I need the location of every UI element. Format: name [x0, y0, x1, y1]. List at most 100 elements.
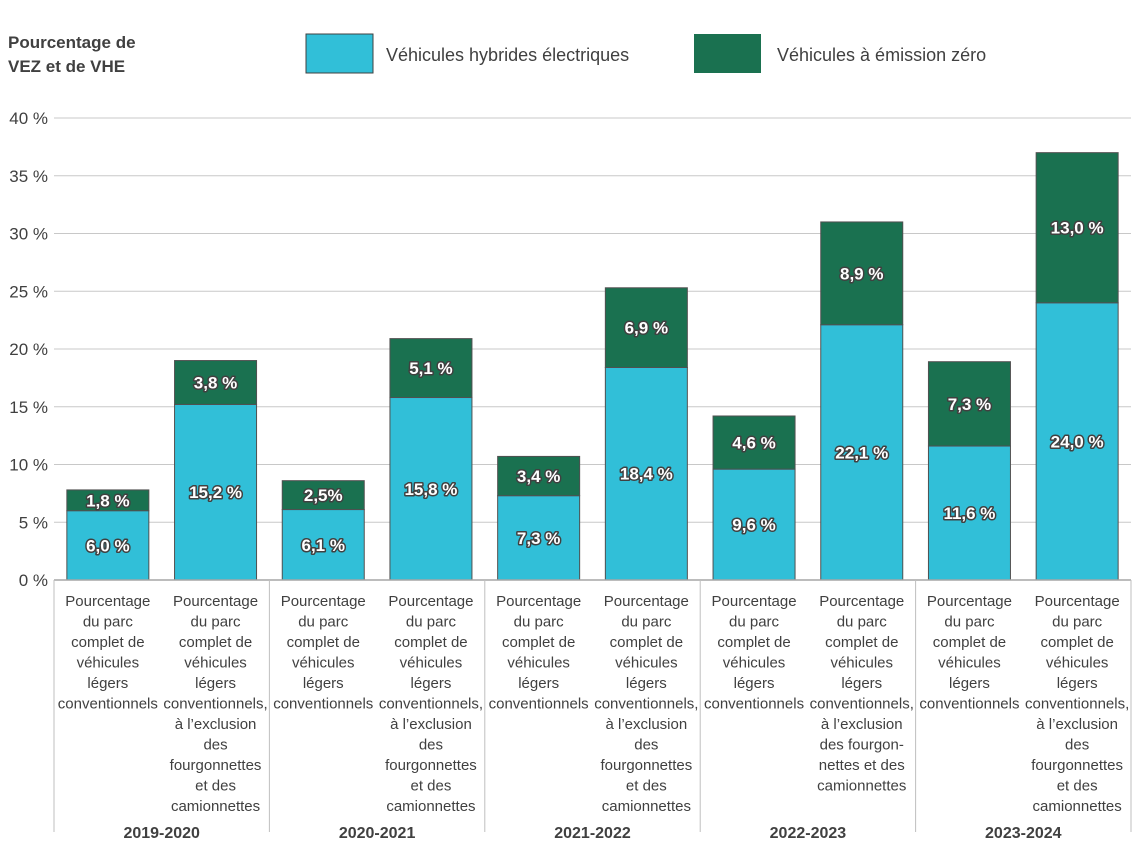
category-label-line: camionnettes: [817, 778, 906, 795]
category-label-line: conventionnels: [273, 696, 373, 713]
category-label-line: Pourcentage: [604, 593, 689, 610]
category-label-line: des: [419, 737, 443, 754]
category-label-line: du parc: [191, 614, 242, 631]
bar-segment: [497, 455, 581, 497]
category-label-line: fourgonnettes: [170, 757, 262, 774]
category-label-line: et des: [195, 778, 236, 795]
category-label-line: du parc: [729, 614, 780, 631]
category-label-line: complet de: [394, 634, 467, 651]
data-label: 8,9 %: [840, 264, 883, 283]
y-axis-title-line: Pourcentage de: [8, 33, 136, 52]
data-label: 6,9 %: [625, 319, 668, 338]
data-label: 15,2 %: [189, 483, 242, 502]
category-label-line: conventionnels,: [810, 696, 914, 713]
y-tick-label: 0 %: [19, 571, 48, 590]
category-label-line: véhicules: [77, 655, 140, 672]
category-label-line: des fourgon-: [820, 737, 904, 754]
category-label-line: du parc: [837, 614, 888, 631]
category-label-line: Pourcentage: [1035, 593, 1120, 610]
bar-segment: [174, 403, 258, 581]
category-label-line: à l’exclusion: [175, 716, 257, 733]
category-label-line: complet de: [933, 634, 1006, 651]
category-label-line: véhicules: [938, 655, 1001, 672]
data-label: 24,0 %: [1051, 432, 1104, 451]
y-tick-label: 20 %: [9, 340, 48, 359]
category-label-line: légers: [1057, 675, 1098, 692]
legend-label: Véhicules à émission zéro: [777, 45, 986, 65]
category-label-line: conventionnels: [704, 696, 804, 713]
category-label-line: du parc: [406, 614, 457, 631]
bar-segment: [389, 338, 473, 399]
data-label: 18,4 %: [620, 465, 673, 484]
data-label: 3,8 %: [194, 373, 237, 392]
category-label-line: conventionnels: [489, 696, 589, 713]
bar-segment: [712, 468, 796, 581]
data-label: 1,8 %: [86, 491, 129, 510]
bar-segment: [66, 510, 150, 581]
category-label-line: à l’exclusion: [1036, 716, 1118, 733]
category-label-line: conventionnels,: [1025, 696, 1129, 713]
data-label: 11,6 %: [943, 504, 995, 523]
bar-segment: [604, 366, 688, 581]
category-label-line: légers: [949, 675, 990, 692]
legend-swatch: [305, 33, 374, 74]
category-label-line: véhicules: [400, 655, 463, 672]
y-tick-label: 15 %: [9, 398, 48, 417]
y-tick-label: 40 %: [9, 109, 48, 128]
y-axis-ticks: 0 % 5 % 10 % 15 % 20 % 25 % 30 % 35 % 40 %: [9, 109, 48, 590]
category-label-line: fourgonnettes: [600, 757, 692, 774]
category-label-line: légers: [87, 675, 128, 692]
bar-segment: [1035, 152, 1119, 304]
category-label-line: véhicules: [830, 655, 893, 672]
category-label-line: du parc: [83, 614, 134, 631]
bar-segment: [281, 480, 365, 511]
category-label-line: Pourcentage: [173, 593, 258, 610]
category-label-line: des: [203, 737, 227, 754]
category-label-line: à l’exclusion: [605, 716, 687, 733]
category-label-line: légers: [411, 675, 452, 692]
data-label: 5,1 %: [409, 359, 452, 378]
category-label-line: complet de: [287, 634, 360, 651]
data-label: 7,3 %: [948, 395, 991, 414]
data-label: 7,3 %: [517, 529, 560, 548]
category-label-line: et des: [1057, 778, 1098, 795]
category-label-line: camionnettes: [171, 798, 260, 815]
category-label-line: conventionnels: [58, 696, 158, 713]
category-label-line: Pourcentage: [496, 593, 581, 610]
data-label: 2,5%: [304, 486, 343, 505]
bar-segment: [497, 495, 581, 581]
category-label-line: conventionnels,: [163, 696, 267, 713]
bar-segment: [820, 221, 904, 326]
category-label-line: Pourcentage: [388, 593, 473, 610]
category-label-line: camionnettes: [1033, 798, 1122, 815]
category-label-line: Pourcentage: [281, 593, 366, 610]
category-label-line: complet de: [71, 634, 144, 651]
group-label: 2022-2023: [770, 825, 847, 842]
y-tick-label: 10 %: [9, 456, 48, 475]
category-label-line: Pourcentage: [819, 593, 904, 610]
legend: Véhicules hybrides électriques Véhicules …: [305, 33, 986, 74]
bar-segment: [174, 360, 258, 405]
bars: [66, 152, 1119, 581]
category-label-line: à l’exclusion: [390, 716, 472, 733]
data-label: 6,0 %: [86, 536, 129, 555]
category-label-line: Pourcentage: [927, 593, 1012, 610]
category-label-line: légers: [518, 675, 559, 692]
group-label: 2023-2024: [985, 825, 1062, 842]
category-label-line: du parc: [514, 614, 565, 631]
category-label-line: légers: [841, 675, 882, 692]
category-label-line: véhicules: [1046, 655, 1109, 672]
category-label-line: et des: [411, 778, 452, 795]
y-tick-label: 5 %: [19, 513, 48, 532]
group-label: 2019-2020: [123, 825, 200, 842]
y-tick-label: 25 %: [9, 282, 48, 301]
category-label-line: à l’exclusion: [821, 716, 903, 733]
category-label-line: légers: [195, 675, 236, 692]
category-label-line: véhicules: [615, 655, 678, 672]
data-label: 6,1 %: [302, 536, 345, 555]
bar-segment: [66, 489, 150, 512]
category-label-line: complet de: [825, 634, 898, 651]
legend-label: Véhicules hybrides électriques: [386, 45, 629, 65]
category-label-line: des: [634, 737, 658, 754]
